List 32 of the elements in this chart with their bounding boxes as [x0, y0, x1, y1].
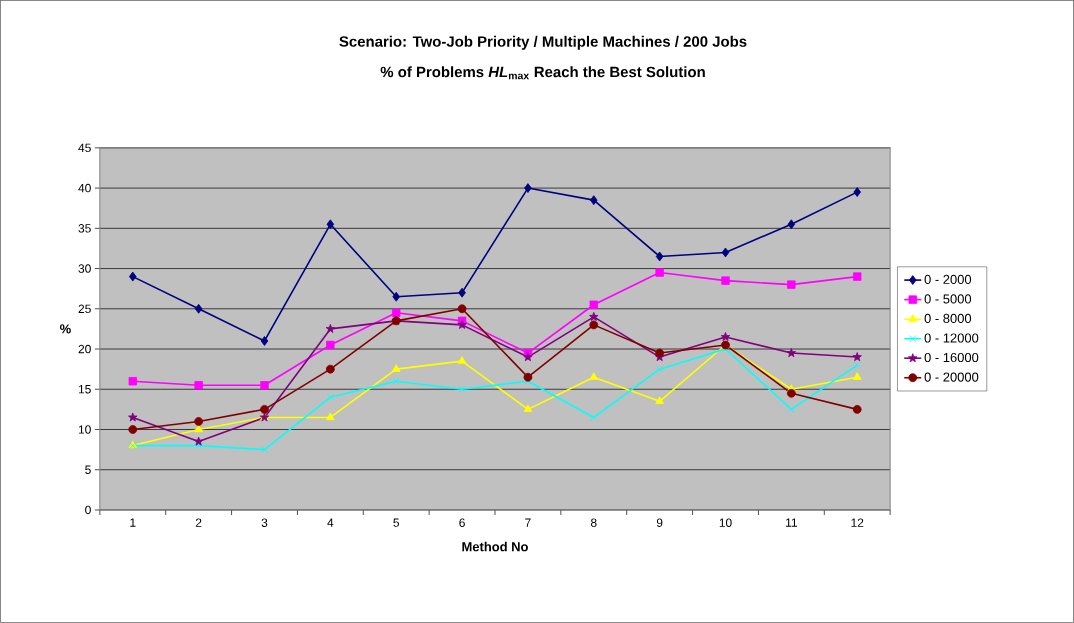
x-tick-label: 6	[459, 518, 465, 528]
x-axis-title: Method No	[462, 541, 528, 552]
chart-title: Scenario: Two-Job Priority / Multiple Machines / 200 Jobs	[339, 35, 747, 50]
legend-label: 0 - 16000	[924, 353, 979, 363]
x-tick-label: 4	[327, 518, 334, 527]
y-tick-label: 10	[78, 425, 91, 434]
y-tick-label: 5	[85, 465, 91, 474]
y-tick-label: 45	[78, 143, 91, 153]
x-tick-label: 8	[590, 518, 597, 528]
x-tick-label: 2	[195, 518, 202, 527]
y-tick-label: 35	[78, 224, 91, 233]
x-tick-label: 12	[851, 518, 864, 527]
y-tick-label: 15	[78, 385, 91, 394]
x-tick-label: 11	[786, 518, 797, 527]
y-tick-label: 30	[78, 264, 91, 273]
x-tick-label: 10	[719, 518, 732, 528]
y-tick-label: 40	[78, 183, 91, 193]
legend-label: 0 - 5000	[924, 294, 972, 304]
x-tick-label: 7	[525, 518, 531, 527]
chart-subtitle: % of Problems HL$_{max}$ Reach the Best Solution	[380, 66, 705, 80]
legend-label: 0 - 8000	[924, 313, 972, 324]
x-tick-label: 5	[393, 518, 400, 527]
x-tick-label: 1	[130, 518, 136, 527]
y-tick-label: 25	[78, 304, 91, 314]
x-tick-label: 9	[656, 518, 663, 528]
y-tick-label: 0	[85, 505, 91, 515]
y-tick-label: 20	[78, 344, 91, 354]
x-tick-label: 3	[261, 518, 268, 528]
y-axis-title: %	[59, 324, 71, 334]
legend-label: 0 - 12000	[924, 333, 979, 343]
legend-label: 0 - 20000	[924, 372, 979, 382]
legend-label: 0 - 2000	[924, 274, 972, 285]
